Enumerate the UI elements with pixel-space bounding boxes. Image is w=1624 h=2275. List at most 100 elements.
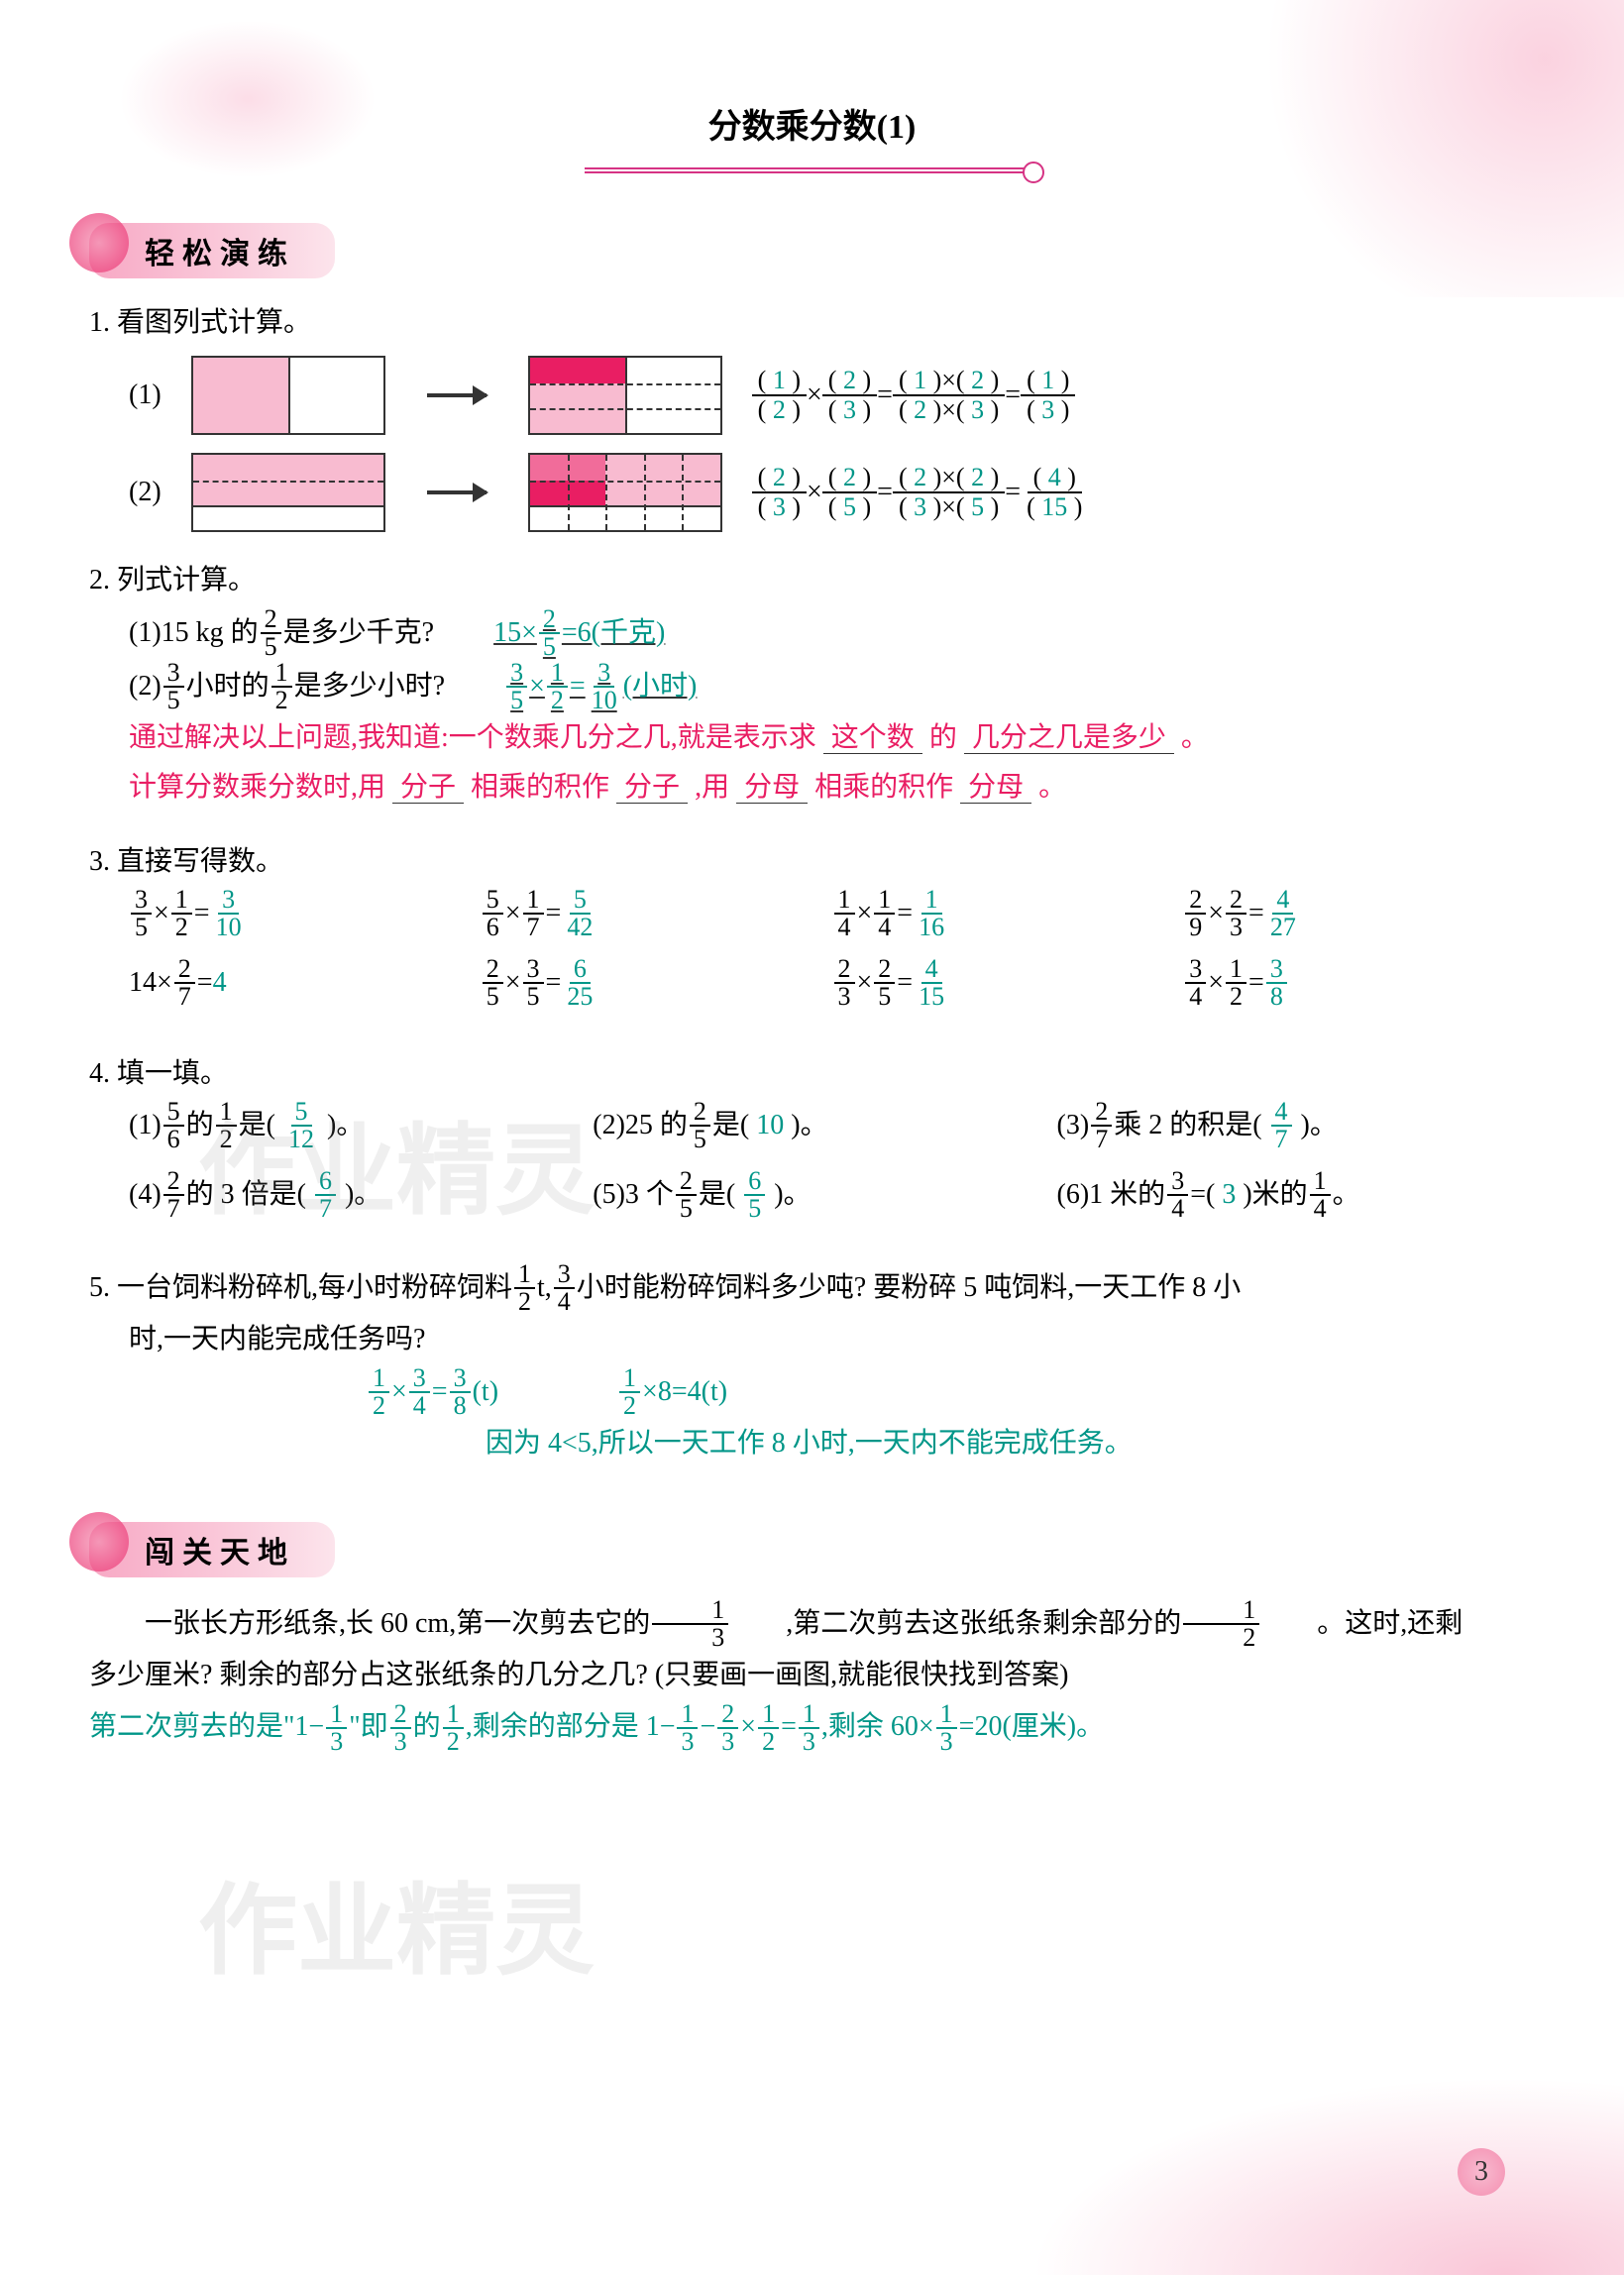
d: 2 (758, 1729, 779, 1755)
v: 1 (773, 366, 786, 394)
q1-sub2-label: (2) (129, 468, 162, 517)
page-title: 分数乘分数(1) (89, 99, 1535, 148)
fill: 这个数 (823, 722, 922, 754)
q-bonus: 一张长方形纸条,长 60 cm,第一次剪去它的 13 ,第二次剪去这张纸条剩余部… (89, 1597, 1535, 1754)
t: 第二次剪去的是"1− (89, 1702, 324, 1752)
d: 2 (1183, 1625, 1259, 1651)
q2-summary2: 计算分数乘分数时,用 分子 相乘的积作 分子 ,用 分母 相乘的积作 分母 。 (89, 763, 1535, 812)
d: 10 (588, 688, 621, 713)
t: 相乘的积作 (471, 772, 609, 803)
t: 的 (929, 722, 957, 753)
n: 1 (799, 1701, 819, 1729)
t: 。 (1181, 722, 1209, 753)
t: 相乘的积作 (814, 772, 953, 803)
v: 3 (773, 492, 786, 521)
t: 5. 一台饲料粉碎机,每小时粉碎饲料 (89, 1263, 512, 1313)
q5-text: 5. 一台饲料粉碎机,每小时粉碎饲料 12 t, 34 小时能粉碎饲料多少吨? … (89, 1261, 1535, 1315)
q1: 1. 看图列式计算。 (1) ( 1 )( 2 ) × ( 2 )( 3 ) = (89, 298, 1535, 532)
qb-line2: 多少厘米? 剩余的部分占这张纸条的几分之几? (只要画一画图,就能很快找到答案) (89, 1651, 1535, 1700)
n: 3 (506, 660, 527, 688)
q3-item: 14×27=4 (129, 956, 481, 1010)
q1-sub2: (2) ( 2 )( 3 ) × ( 2 )( 5 (89, 453, 1535, 532)
t: "即 (349, 1702, 387, 1752)
q5: 5. 一台饲料粉碎机,每小时粉碎饲料 12 t, 34 小时能粉碎饲料多少吨? … (89, 1261, 1535, 1468)
d: 3 (936, 1729, 957, 1755)
q4-title: 4. 填一填。 (89, 1049, 1535, 1099)
t: ,用 (695, 772, 729, 803)
v: 2 (843, 463, 856, 491)
q3-item: 35×12=310 (129, 887, 481, 940)
d: 3 (326, 1729, 347, 1755)
q1-title: 1. 看图列式计算。 (89, 298, 1535, 348)
t: 通过解决以上问题,我知道:一个数乘几分之几,就是表示求 (129, 722, 816, 753)
q4-item: (5)3 个25是( 65 )。 (593, 1168, 1056, 1222)
t: 。 (1038, 772, 1066, 803)
t: ×8=4(t) (642, 1367, 727, 1417)
t: =20(厘米)。 (959, 1702, 1104, 1752)
v: 3 (971, 395, 984, 424)
t: (小时) (623, 662, 698, 711)
n: 1 (758, 1701, 779, 1729)
t: ,第二次剪去这张纸条剩余部分的 (730, 1599, 1181, 1649)
d: 2 (619, 1393, 640, 1419)
fill: 几分之几是多少 (964, 722, 1174, 754)
q1-diag2-box2 (528, 453, 722, 532)
page-number: 3 (1458, 2148, 1505, 2196)
d: 3 (677, 1729, 698, 1755)
t: × (391, 1367, 407, 1417)
q3-item: 29×23=427 (1183, 887, 1535, 940)
n: 3 (450, 1365, 471, 1393)
n: 3 (554, 1261, 575, 1289)
d: 4 (554, 1289, 575, 1315)
v: 1 (1041, 366, 1054, 394)
v: 2 (971, 366, 984, 394)
v: 2 (843, 366, 856, 394)
v: 2 (773, 463, 786, 491)
q4: 4. 填一填。 (1)56的12是( 512 )。(2)25 的25是( 10 … (89, 1049, 1535, 1238)
d: 2 (271, 688, 292, 713)
q2: 2. 列式计算。 (1)15 kg 的 25 是多少千克? 15× 25 =6(… (89, 556, 1535, 812)
n: 1 (619, 1365, 640, 1393)
t: 一张长方形纸条,长 60 cm,第一次剪去它的 (89, 1599, 650, 1649)
q2-summary1: 通过解决以上问题,我知道:一个数乘几分之几,就是表示求 这个数 的 几分之几是多… (89, 713, 1535, 763)
q1-diag1-box2 (528, 356, 722, 435)
fill: 分子 (616, 772, 688, 804)
d: 4 (409, 1393, 430, 1419)
q2-sub1-answer: 15× 25 =6(千克) (493, 606, 665, 660)
d: 3 (390, 1729, 411, 1755)
v: 3 (843, 395, 856, 424)
n: 2 (390, 1701, 411, 1729)
q5-text2: 时,一天内能完成任务吗? (89, 1315, 1535, 1364)
q4-item: (1)56的12是( 512 )。 (129, 1099, 593, 1152)
t: =6(千克) (562, 608, 665, 658)
n: 1 (369, 1365, 389, 1393)
section-header-2: 闯关天地 (89, 1522, 335, 1577)
t: t, (537, 1263, 552, 1313)
q3: 3. 直接写得数。 35×12=31056×17=54214×14=11629×… (89, 837, 1535, 1026)
d: 5 (261, 634, 281, 660)
n: 1 (443, 1701, 464, 1729)
t: − (700, 1702, 715, 1752)
q1-sub1: (1) ( 1 )( 2 ) × ( 2 )( 3 ) = ( 1 )×( 2 … (89, 356, 1535, 435)
q1-eq1: ( 1 )( 2 ) × ( 2 )( 3 ) = ( 1 )×( 2 )( 2… (752, 367, 1535, 425)
q5-answers: 12 × 34 = 38 (t) 12 ×8=4(t) (89, 1365, 1535, 1419)
title-underline (585, 167, 1040, 173)
arrow-icon (427, 393, 487, 397)
q3-item: 34×12=38 (1183, 956, 1535, 1010)
fill: 分母 (736, 772, 808, 804)
arrow-icon (427, 490, 487, 494)
t: 计算分数乘分数时,用 (129, 772, 385, 803)
q1-sub1-label: (1) (129, 371, 162, 420)
d: 3 (799, 1729, 819, 1755)
t: ,剩余 60× (821, 1702, 934, 1752)
n: 2 (717, 1701, 738, 1729)
v: 2 (773, 395, 786, 424)
q2-sub1: (1)15 kg 的 25 是多少千克? 15× 25 =6(千克) (89, 606, 1535, 660)
d: 3 (652, 1625, 728, 1651)
d: 3 (717, 1729, 738, 1755)
q2-sub2: (2) 35 小时的 12 是多少小时? 35 × 12 = 310 (小时) (89, 660, 1535, 713)
d: 5 (506, 688, 527, 713)
v: 15 (1041, 492, 1067, 521)
qb-answer: 第二次剪去的是"1− 13 "即 23 的 12 ,剩余的部分是 1− 13 −… (89, 1701, 1535, 1755)
d: 5 (163, 688, 184, 713)
